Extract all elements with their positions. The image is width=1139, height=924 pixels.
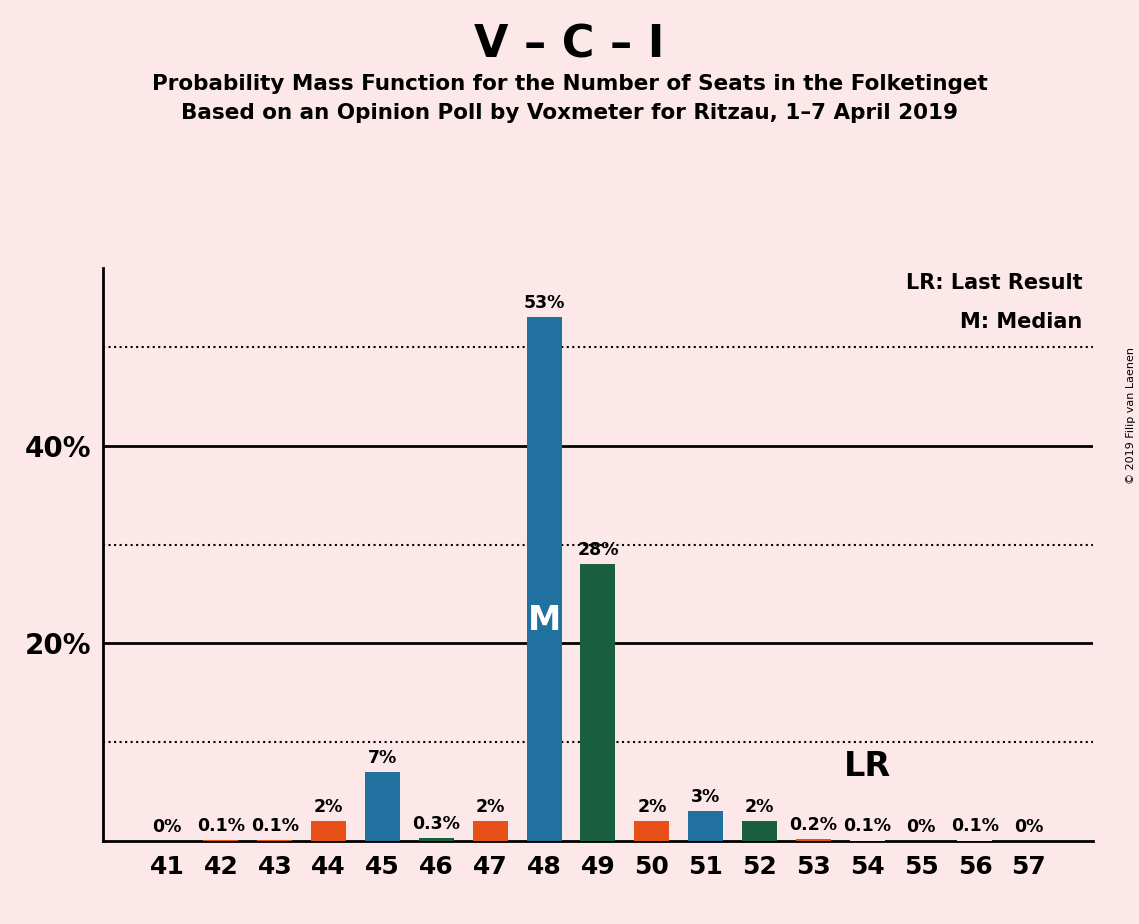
Text: 0%: 0% <box>907 818 936 836</box>
Text: 0.1%: 0.1% <box>197 817 245 835</box>
Bar <box>581 565 615 841</box>
Bar <box>366 772 400 841</box>
Text: Based on an Opinion Poll by Voxmeter for Ritzau, 1–7 April 2019: Based on an Opinion Poll by Voxmeter for… <box>181 103 958 124</box>
Bar <box>257 840 293 841</box>
Text: 28%: 28% <box>577 541 618 559</box>
Bar <box>850 840 885 841</box>
Text: 0.1%: 0.1% <box>843 817 891 835</box>
Text: 0%: 0% <box>153 818 182 836</box>
Text: 53%: 53% <box>524 295 565 312</box>
Bar <box>634 821 670 841</box>
Text: 0.2%: 0.2% <box>789 816 837 834</box>
Text: M: M <box>527 604 560 638</box>
Text: 3%: 3% <box>691 788 720 807</box>
Text: 7%: 7% <box>368 748 398 767</box>
Text: 2%: 2% <box>314 798 343 816</box>
Bar <box>796 839 830 841</box>
Text: LR: Last Result: LR: Last Result <box>906 273 1083 293</box>
Bar <box>741 821 777 841</box>
Text: 2%: 2% <box>745 798 775 816</box>
Bar <box>204 840 238 841</box>
Text: 0.1%: 0.1% <box>951 817 999 835</box>
Text: © 2019 Filip van Laenen: © 2019 Filip van Laenen <box>1126 347 1136 484</box>
Bar <box>526 317 562 841</box>
Text: 0.3%: 0.3% <box>412 815 460 833</box>
Bar <box>311 821 346 841</box>
Text: V – C – I: V – C – I <box>474 23 665 67</box>
Text: LR: LR <box>844 750 891 784</box>
Bar <box>473 821 508 841</box>
Text: M: Median: M: Median <box>960 312 1083 333</box>
Bar <box>688 811 723 841</box>
Text: 2%: 2% <box>476 798 505 816</box>
Bar <box>419 838 454 841</box>
Text: 2%: 2% <box>637 798 666 816</box>
Bar <box>958 840 992 841</box>
Text: Probability Mass Function for the Number of Seats in the Folketinget: Probability Mass Function for the Number… <box>151 74 988 94</box>
Text: 0.1%: 0.1% <box>251 817 298 835</box>
Text: 0%: 0% <box>1014 818 1043 836</box>
